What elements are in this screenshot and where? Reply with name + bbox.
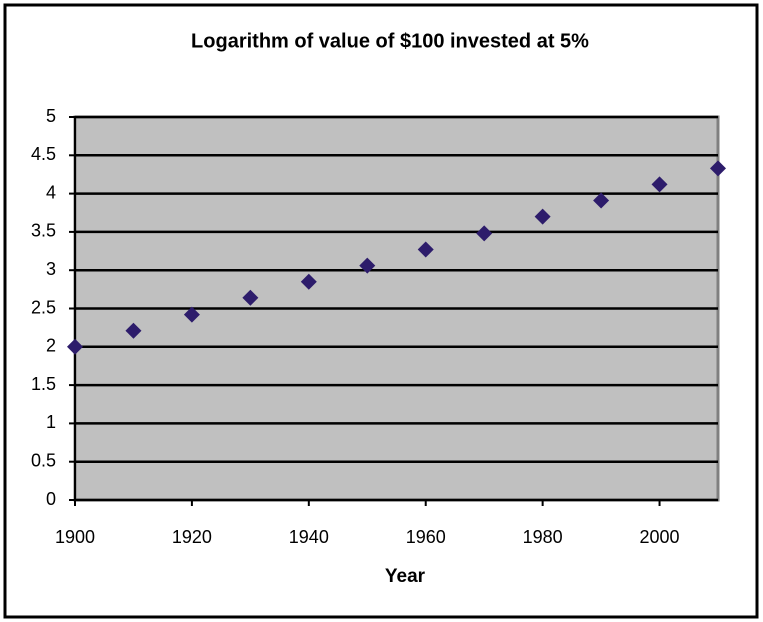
marker <box>125 322 142 339</box>
y-tick-label: 1.5 <box>31 374 56 394</box>
marker <box>183 306 200 323</box>
y-tick-label: 2.5 <box>31 297 56 317</box>
y-tick-label: 1 <box>46 412 56 432</box>
x-axis-title: Year <box>385 566 426 587</box>
y-tick-label: 4 <box>46 182 56 202</box>
y-tick-label: 4.5 <box>31 144 56 164</box>
y-tick-label: 0.5 <box>31 450 56 470</box>
marker <box>651 176 668 193</box>
y-tick-label: 3.5 <box>31 221 56 241</box>
x-tick-label: 1940 <box>289 527 329 547</box>
x-tick-label: 1980 <box>523 527 563 547</box>
y-tick-label: 0 <box>46 489 56 509</box>
marker <box>710 160 726 177</box>
marker <box>242 289 259 306</box>
x-tick-label: 1920 <box>172 527 212 547</box>
x-tick-label: 1960 <box>406 527 446 547</box>
marker <box>67 338 83 355</box>
marker <box>417 241 434 258</box>
marker <box>476 225 493 242</box>
y-tick-label: 2 <box>46 336 56 356</box>
marker <box>534 208 551 225</box>
marker <box>593 192 610 209</box>
x-tick-label: 1900 <box>55 527 95 547</box>
y-tick-label: 5 <box>46 106 56 126</box>
y-tick-label: 3 <box>46 259 56 279</box>
x-tick-label: 2000 <box>640 527 680 547</box>
chart-title: Logarithm of value of $100 invested at 5… <box>191 30 589 52</box>
marker <box>359 257 376 274</box>
marker <box>300 273 317 290</box>
